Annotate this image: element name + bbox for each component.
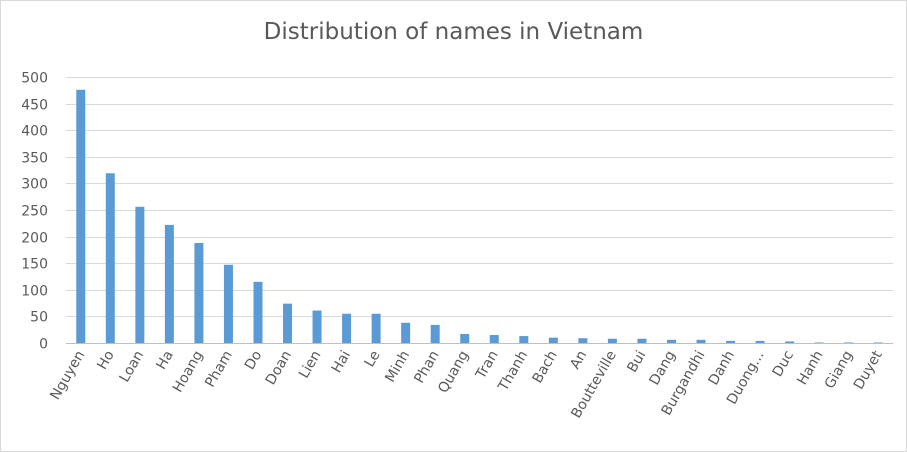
y-tick-label: 50 [30,310,48,326]
x-tick-label: Bach [530,348,561,386]
x-tick-label: Duyet [851,348,886,393]
bar [873,342,883,343]
x-tick-label: Do [242,348,266,373]
y-tick-label: 150 [21,257,48,273]
x-tick-label: Duc [770,348,798,380]
bar [76,89,86,343]
bar [814,342,824,343]
bar [371,313,381,343]
bar [253,281,263,343]
x-tick-label: Nguyen [47,348,88,403]
x-tick-label: Thanh [495,348,531,395]
bar [785,341,795,343]
x-tick-label: An [567,348,590,372]
bar [430,324,440,343]
bar [401,322,411,343]
x-tick-label: Ha [153,348,176,373]
bar [164,224,174,343]
x-tick-label: Doan [263,348,295,388]
x-tick-label: Bui [624,348,649,375]
bar [135,206,145,343]
bar [578,338,588,343]
bar [283,303,293,343]
x-tick-label: Ho [94,348,117,373]
y-tick-label: 0 [39,337,48,353]
x-tick-label: Tran [473,348,502,383]
y-axis: 0 50 100 150 200 250 300 350 400 450 500 [21,71,48,353]
y-tick-label: 200 [21,231,48,247]
bar [666,339,676,343]
bar [548,337,558,343]
x-tick-label: Lien [296,348,324,381]
y-tick-label: 300 [21,177,48,193]
y-tick-label: 350 [21,151,48,167]
bar [637,338,647,343]
bar [755,340,765,343]
x-tick-label: Phan [411,348,442,386]
bar [342,313,352,343]
bar [460,333,470,343]
x-tick-label: Loan [117,348,148,385]
bars [76,89,883,343]
bar [607,338,617,343]
chart-title: Distribution of names in Vietnam [263,19,644,45]
bar [696,339,706,343]
bar [726,340,736,343]
y-tick-label: 400 [21,124,48,140]
x-tick-label: Minh [382,348,413,385]
x-tick-label: Pham [202,348,236,390]
bar [312,310,322,343]
gridlines [66,77,893,344]
y-tick-label: 500 [21,71,48,87]
y-tick-label: 450 [21,98,48,114]
bar [489,335,499,343]
bar [844,342,854,343]
bar [105,173,115,343]
bar [223,264,233,343]
x-tick-label: Hai [329,348,354,376]
y-tick-label: 250 [21,204,48,220]
bar [519,336,529,343]
x-tick-label: Hoang [170,348,207,395]
bar [194,242,204,343]
y-tick-label: 100 [21,284,48,300]
x-tick-label: Le [362,348,384,370]
